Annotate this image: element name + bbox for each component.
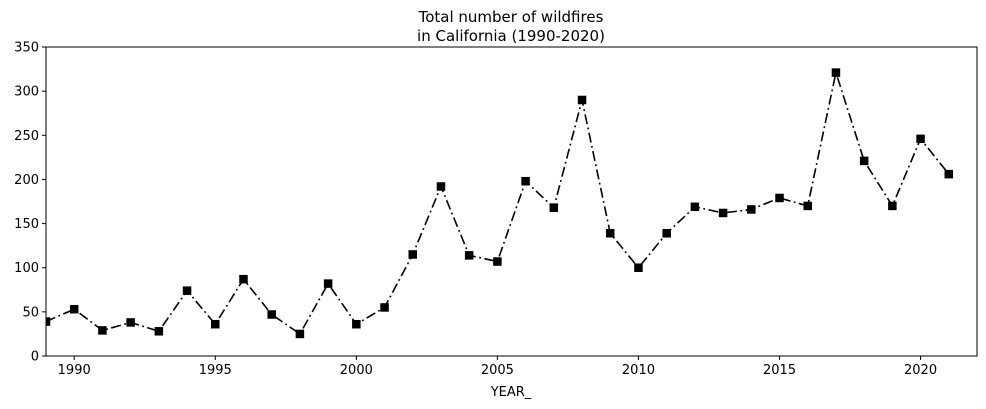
data-point-marker [46,317,51,326]
axes-frame [45,46,978,357]
data-point-marker [662,229,671,238]
series-0 [46,68,954,339]
data-point-marker [69,304,79,314]
data-point-marker [295,329,305,339]
y-axis: 0 50 100 150 200 250 300 350 [14,41,46,365]
data-point-marker [493,257,502,266]
data-point-marker [436,182,446,191]
data-point-marker [549,203,559,212]
x-axis: 1990 1995 2000 2005 2010 2015 2020 [58,356,937,378]
y-tick-label: 50 [22,305,39,320]
data-point-marker [944,169,954,179]
data-point-marker [408,250,418,259]
data-point-marker [605,229,615,238]
data-point-marker [154,327,164,336]
data-point-marker [239,274,248,284]
data-point-marker [718,208,728,218]
data-point-marker [888,201,897,211]
data-point-marker [464,251,474,260]
y-tick-label: 100 [14,261,39,276]
x-tick-label: 2005 [481,363,514,378]
x-tick-label: 2010 [622,363,655,378]
x-tick-label: 2000 [340,363,373,378]
x-tick-label: 2015 [763,363,796,378]
data-point-marker [803,201,812,211]
data-point-marker [380,303,389,312]
y-tick-label: 150 [14,217,39,232]
data-point-marker [352,319,361,329]
y-tick-label: 200 [14,173,39,188]
data-point-marker [859,156,869,166]
data-point-marker [323,279,333,288]
data-point-marker [747,205,756,214]
x-tick-label: 2020 [904,363,937,378]
x-tick-label: 1995 [199,363,232,378]
chart-title-line-2: in California (1990-2020) [417,27,605,45]
data-point-marker [98,326,107,335]
data-point-marker [634,263,643,272]
x-tick-label: 1990 [58,363,91,378]
data-point-marker [577,95,587,105]
y-tick-label: 250 [14,129,39,144]
data-point-marker [831,68,841,77]
data-point-marker [211,319,220,329]
data-point-marker [916,134,925,144]
plot-area [46,68,954,339]
data-point-marker [690,202,700,212]
data-point-marker [126,318,135,327]
data-point-marker [775,193,784,203]
chart-title-line-1: Total number of wildfires [418,8,604,26]
data-point-marker [182,286,192,295]
data-point-marker [267,310,276,319]
series-line [46,71,950,335]
y-tick-label: 350 [14,41,39,56]
y-tick-label: 0 [31,350,39,365]
data-point-marker [521,176,530,186]
x-axis-label: YEAR_ [490,385,532,400]
y-tick-label: 300 [14,85,39,100]
